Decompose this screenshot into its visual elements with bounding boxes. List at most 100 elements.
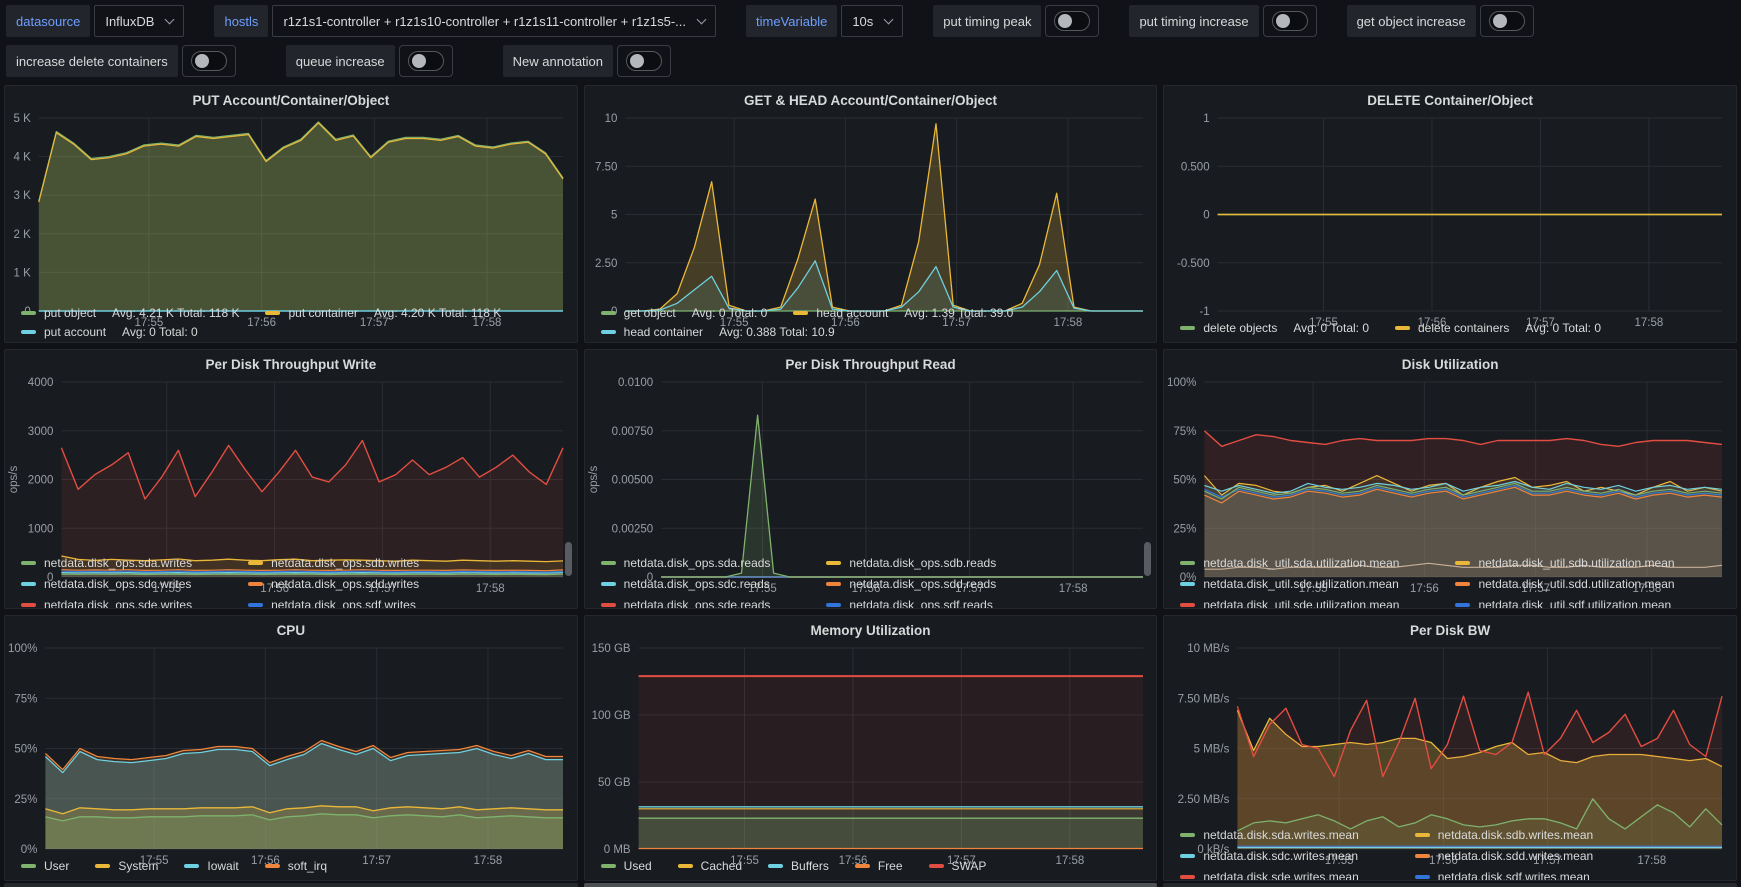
- variable-datasource-dropdown[interactable]: InfluxDB: [94, 5, 185, 37]
- legend-item[interactable]: put container Avg: 4.20 K Total: 118 K: [265, 306, 501, 320]
- timeseries-chart[interactable]: -1 -0.500 0 0.500 1 17:55 17:56 17:57 17:58: [1164, 110, 1736, 329]
- legend-scrollbar[interactable]: [1144, 542, 1152, 576]
- panel-title[interactable]: Memory Utilization: [810, 623, 931, 638]
- legend-item[interactable]: Used: [600, 859, 652, 873]
- toggle-put-timing-increase[interactable]: [1262, 5, 1317, 37]
- panel-title[interactable]: Disk Utilization: [1401, 357, 1499, 372]
- series-color-swatch: [21, 329, 36, 334]
- legend-scrollbar[interactable]: [564, 542, 572, 576]
- timeseries-chart[interactable]: 0 0.00250 0.00500 0.00750 0.0100 17:55 17:56 17…: [585, 374, 1157, 595]
- panel-title[interactable]: CPU: [276, 623, 306, 638]
- legend-item[interactable]: netdata.disk_ops.sdc.writes: [21, 577, 192, 591]
- series-color-swatch: [854, 864, 870, 869]
- legend-item[interactable]: netdata.disk_ops.sde.reads: [600, 598, 770, 608]
- legend-item[interactable]: delete containers Avg: 0 Total: 0: [1395, 321, 1601, 335]
- legend-item[interactable]: netdata.disk_ops.sdb.reads: [826, 556, 996, 570]
- svg-text:75%: 75%: [1174, 426, 1197, 438]
- toggle-queue-increase[interactable]: [398, 45, 453, 77]
- legend-item[interactable]: netdata.disk_ops.sde.writes: [21, 598, 192, 608]
- series-line-netdata.disk.sda.writes.mean: [1237, 798, 1723, 832]
- legend-item[interactable]: netdata.disk.sde.writes.mean: [1180, 869, 1359, 880]
- legend-item[interactable]: head container Avg: 0.388 Total: 10.9: [600, 325, 835, 339]
- toggle-increase-delete-containers[interactable]: [181, 45, 236, 77]
- legend-item[interactable]: netdata.disk_util.sdd.utilization.mean: [1455, 577, 1675, 591]
- toggle-knob: [411, 54, 426, 68]
- variable-new-annotation: New annotation: [502, 45, 672, 77]
- legend-item[interactable]: get object Avg: 0 Total: 0: [600, 305, 767, 320]
- legend-label: netdata.disk.sde.writes.mean: [1203, 869, 1359, 880]
- svg-text:4 K: 4 K: [14, 152, 32, 164]
- timeseries-chart[interactable]: 0 kB/s 2.50 MB/s 5 MB/s 7.50 MB/s 10 MB/s 17:…: [1164, 640, 1736, 867]
- legend-item[interactable]: netdata.disk_ops.sdd.writes: [248, 577, 419, 591]
- legend-item[interactable]: netdata.disk_ops.sdd.reads: [826, 577, 996, 591]
- svg-text:5 MB/s: 5 MB/s: [1194, 744, 1230, 756]
- svg-text:ops/s: ops/s: [8, 466, 20, 494]
- legend-item[interactable]: netdata.disk_util.sdb.utilization.mean: [1455, 556, 1675, 570]
- svg-text:17:58: 17:58: [1635, 317, 1664, 329]
- panel-title[interactable]: GET & HEAD Account/Container/Object: [743, 93, 997, 108]
- legend-item[interactable]: netdata.disk.sdc.writes.mean: [1180, 849, 1358, 863]
- legend-item[interactable]: netdata.disk.sdf.writes.mean: [1414, 870, 1593, 880]
- timeseries-chart[interactable]: 0 MB 50 GB 100 GB 150 GB 17:55 17:56 17:57 17:5…: [585, 640, 1157, 867]
- toggle-knob: [194, 54, 209, 68]
- series-line-netdata.disk_util.sdc.utilization.mean: [1204, 480, 1723, 494]
- legend-item[interactable]: netdata.disk_util.sdc.utilization.mean: [1180, 577, 1399, 591]
- variable-hostls: hostls r1z1s1-controller + r1z1s10-contr…: [214, 5, 717, 37]
- timeseries-chart[interactable]: 0% 25% 50% 75% 100% 17:55 17:56 17:57 17:58: [5, 640, 577, 867]
- svg-text:2000: 2000: [28, 475, 54, 487]
- legend-item[interactable]: put account Avg: 0 Total: 0: [21, 325, 198, 339]
- legend-item[interactable]: netdata.disk.sdb.writes.mean: [1414, 828, 1593, 842]
- legend-item[interactable]: User: [21, 859, 69, 873]
- toggle-put-timing-peak[interactable]: [1045, 5, 1100, 37]
- legend-item[interactable]: netdata.disk_ops.sdb.writes: [248, 556, 419, 570]
- legend-item[interactable]: netdata.disk.sdd.writes.mean: [1414, 849, 1593, 863]
- legend-item[interactable]: netdata.disk_ops.sda.writes: [21, 556, 192, 570]
- legend-item[interactable]: put object Avg: 4.21 K Total: 118 K: [21, 306, 239, 320]
- series-color-swatch: [600, 560, 616, 565]
- legend-item[interactable]: delete objects Avg: 0 Total: 0: [1180, 321, 1369, 335]
- legend-label: get object: [623, 305, 676, 320]
- variable-time-value: 10s: [852, 13, 874, 29]
- variable-time-dropdown[interactable]: 10s: [841, 5, 904, 37]
- legend-label: netdata.disk.sda.writes.mean: [1203, 827, 1359, 842]
- panel-title[interactable]: DELETE Container/Object: [1367, 93, 1534, 108]
- legend-item[interactable]: netdata.disk_util.sde.utilization.mean: [1180, 598, 1399, 608]
- panel-title[interactable]: Per Disk BW: [1410, 623, 1491, 638]
- panel-title[interactable]: Per Disk Throughput Write: [205, 357, 377, 372]
- legend-item[interactable]: Buffers: [768, 859, 829, 873]
- legend-label: put account: [44, 324, 107, 339]
- toggle-new-annotation[interactable]: [617, 45, 672, 77]
- legend-item[interactable]: netdata.disk_util.sdf.utilization.mean: [1455, 598, 1674, 608]
- legend-item[interactable]: Cached: [677, 859, 742, 873]
- legend-item[interactable]: netdata.disk_util.sda.utilization.mean: [1180, 556, 1399, 570]
- legend-item[interactable]: netdata.disk_ops.sda.reads: [600, 555, 771, 570]
- legend-item[interactable]: soft_irq: [264, 859, 327, 873]
- legend-item[interactable]: netdata.disk_ops.sdf.reads: [826, 598, 996, 608]
- svg-text:17:56: 17:56: [260, 583, 289, 595]
- legend-item[interactable]: netdata.disk_ops.sdf.writes: [248, 598, 419, 608]
- legend: netdata.disk_ops.sda.writes netdata.disk_…: [5, 554, 577, 608]
- legend-label: netdata.disk_ops.sda.reads: [623, 555, 771, 570]
- timeseries-chart[interactable]: 0 1000 2000 3000 4000 17:55 17:56 17:57 17:58 ops…: [5, 374, 577, 595]
- legend-item[interactable]: Iowait: [184, 859, 239, 873]
- legend-item[interactable]: netdata.disk.sda.writes.mean: [1180, 827, 1359, 842]
- variable-hostls-dropdown[interactable]: r1z1s1-controller + r1z1s10-controller +…: [272, 5, 717, 37]
- svg-text:ops/s: ops/s: [588, 466, 600, 494]
- legend-item[interactable]: System: [95, 859, 158, 873]
- series-color-swatch: [1414, 874, 1430, 879]
- legend-label: put object: [44, 305, 97, 320]
- toggle-get-object-increase[interactable]: [1479, 5, 1534, 37]
- legend-item[interactable]: SWAP: [928, 859, 986, 873]
- legend-item[interactable]: netdata.disk_ops.sdc.reads: [600, 577, 771, 591]
- svg-text:75%: 75%: [14, 693, 37, 705]
- legend-item[interactable]: head account Avg: 1.39 Total: 39.0: [793, 306, 1013, 320]
- panel-disk-utilization: Disk Utilization 0% 25% 50% 75% 100% 17:55 17:…: [1163, 349, 1737, 609]
- series-color-swatch: [1455, 602, 1471, 607]
- panel-title[interactable]: PUT Account/Container/Object: [192, 93, 390, 108]
- panel-title[interactable]: Per Disk Throughput Read: [785, 357, 956, 372]
- timeseries-chart[interactable]: 0% 25% 50% 75% 100% 17:55 17:56 17:57 17:58: [1164, 374, 1736, 595]
- legend-item[interactable]: Free: [854, 859, 903, 873]
- series-line-System: [45, 805, 563, 815]
